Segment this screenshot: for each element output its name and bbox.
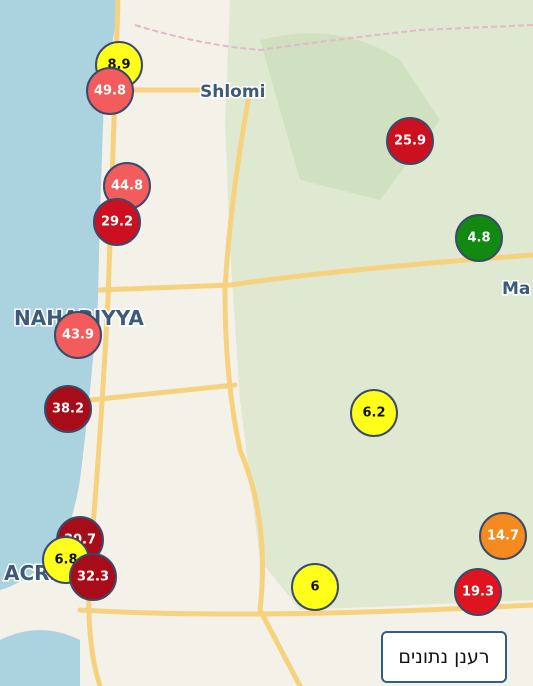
marker-circle — [44, 385, 92, 433]
marker: 6 — [291, 563, 339, 611]
marker-value: 32.3 — [77, 570, 109, 585]
place-label: Ma — [502, 279, 530, 299]
marker: 6.2 — [350, 389, 398, 437]
marker-circle — [386, 117, 434, 165]
marker: 25.9 — [386, 117, 434, 165]
marker-circle — [86, 67, 134, 115]
bay — [0, 630, 80, 686]
sea — [0, 0, 120, 590]
marker: 44.8 — [103, 162, 151, 210]
marker-value: 44.8 — [111, 179, 143, 194]
marker: 19.3 — [454, 568, 502, 616]
marker-circle — [455, 214, 503, 262]
marker-value: 4.8 — [467, 231, 490, 246]
marker-value: 25.9 — [394, 134, 426, 149]
marker: 43.9 — [54, 311, 102, 359]
marker: 29.2 — [93, 198, 141, 246]
marker: 14.7 — [479, 512, 527, 560]
marker-circle — [93, 198, 141, 246]
marker-value: 43.9 — [62, 328, 94, 343]
marker: 4.8 — [455, 214, 503, 262]
marker-value: 6.2 — [362, 406, 385, 421]
marker-value: 49.8 — [94, 84, 126, 99]
marker-value: 14.7 — [487, 529, 519, 544]
marker: 32.3 — [69, 553, 117, 601]
marker-circle — [479, 512, 527, 560]
border — [134, 24, 533, 52]
marker-value: 19.3 — [462, 585, 494, 600]
place-label: Shlomi — [200, 82, 265, 102]
marker-circle — [69, 553, 117, 601]
refresh-button[interactable]: רענן נתונים — [381, 631, 507, 683]
marker-circle — [350, 389, 398, 437]
marker-value: 38.2 — [52, 402, 84, 417]
marker-circle — [54, 311, 102, 359]
marker: 49.8 — [86, 67, 134, 115]
marker-value: 6 — [310, 580, 319, 595]
marker: 38.2 — [44, 385, 92, 433]
marker-circle — [454, 568, 502, 616]
marker-value: 6.8 — [54, 553, 77, 568]
marker-value: 29.2 — [101, 215, 133, 230]
marker-circle — [291, 563, 339, 611]
